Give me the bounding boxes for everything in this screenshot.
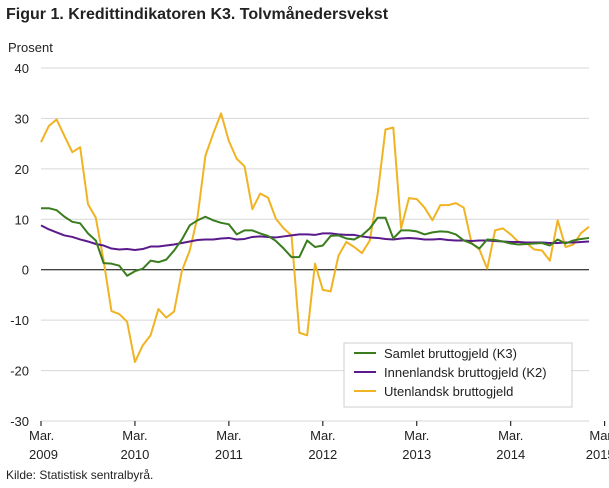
legend-label: Utenlandsk bruttogjeld [384, 384, 513, 399]
x-tick-label: Mar. [498, 428, 523, 443]
x-tick-year: 2009 [29, 447, 58, 462]
y-tick-label: 0 [22, 263, 29, 278]
chart-title: Figur 1. Kredittindikatoren K3. Tolvmåne… [6, 6, 389, 23]
legend: Samlet bruttogjeld (K3) Innenlandsk brutt… [343, 342, 573, 408]
y-tick-label: 10 [15, 212, 29, 227]
x-tick-year: 2012 [308, 447, 337, 462]
x-tick-label: Mar. [216, 428, 241, 443]
legend-label: Samlet bruttogjeld (K3) [384, 346, 517, 361]
legend-label: Innenlandsk bruttogjeld (K2) [384, 365, 547, 380]
x-tick-label: Mar. [310, 428, 335, 443]
source-note: Kilde: Statistisk sentralbyrå. [6, 468, 154, 482]
y-tick-label: 20 [15, 162, 29, 177]
legend-box [343, 342, 573, 408]
x-tick-year: 2014 [496, 447, 525, 462]
x-tick-label: Mar. [404, 428, 429, 443]
x-tick-year: 2011 [215, 447, 243, 462]
series-lines [40, 112, 590, 363]
y-tick-label: -20 [10, 364, 29, 379]
x-axis-ticks: Mar. 2009 Mar. 2010 Mar. 2011 Mar. 2012 Mar. 2013… [29, 421, 609, 462]
y-tick-label: 30 [15, 111, 29, 126]
series-line [40, 112, 590, 363]
x-tick-label: Mar. [122, 428, 147, 443]
x-tick-year: 2013 [402, 447, 431, 462]
y-axis-ticks: 40 30 20 10 0 -10 -20 -30 [10, 61, 29, 429]
series-line [41, 207, 590, 277]
x-tick-label: Mar. [589, 428, 609, 443]
y-tick-label: -30 [10, 414, 29, 429]
y-axis-label: Prosent [8, 40, 53, 55]
x-tick-year: 2010 [120, 447, 149, 462]
x-tick-label: Mar. [29, 428, 54, 443]
y-tick-label: 40 [15, 61, 29, 76]
x-tick-year: 2015 [586, 447, 609, 462]
y-tick-label: -10 [10, 313, 29, 328]
